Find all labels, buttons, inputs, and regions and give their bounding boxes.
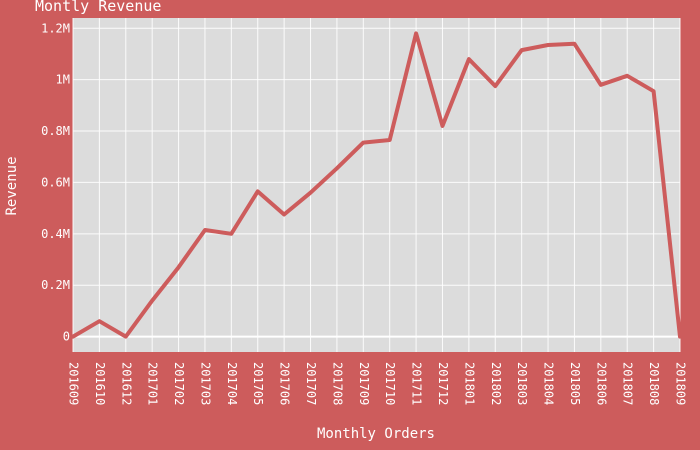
x-tick-label: 201712 [436, 362, 450, 405]
x-tick-label: 201706 [278, 362, 292, 405]
x-tick-label: 201704 [225, 362, 239, 405]
y-tick-label: 0.4M [41, 227, 70, 241]
x-tick-label: 201612 [119, 362, 133, 405]
x-tick-label: 201807 [621, 362, 635, 405]
x-tick-label: 201610 [93, 362, 107, 405]
x-tick-label: 201703 [198, 362, 212, 405]
x-tick-label: 201803 [515, 362, 529, 405]
y-tick-labels: 0 0.2M 0.4M 0.6M 0.8M 1M 1.2M [41, 21, 70, 343]
y-axis-title: Revenue [4, 156, 20, 215]
x-tick-label: 201702 [172, 362, 186, 405]
x-tick-label: 201806 [594, 362, 608, 405]
x-gridlines [72, 18, 681, 352]
y-tick-label: 0.6M [41, 175, 70, 189]
x-tick-label: 201701 [146, 362, 160, 405]
x-tick-label: 201802 [489, 362, 503, 405]
x-tick-label: 201711 [410, 362, 424, 405]
y-tick-label: 1.2M [41, 21, 70, 35]
x-tick-label: 201805 [568, 362, 582, 405]
y-tick-label: 0 [63, 330, 70, 344]
x-tick-label: 201804 [542, 362, 556, 405]
x-tick-labels: 201609 201610 201612 201701 201702 201703 2017… [67, 362, 688, 405]
x-tick-label: 201707 [304, 362, 318, 405]
plot-area [73, 18, 680, 352]
y-gridlines [73, 27, 680, 338]
x-tick-label: 201709 [357, 362, 371, 405]
chart-title: Montly Revenue [35, 0, 161, 15]
x-tick-label: 201609 [67, 362, 81, 405]
x-tick-label: 201708 [330, 362, 344, 405]
x-axis-title: Monthly Orders [317, 426, 435, 442]
x-tick-label: 201705 [251, 362, 265, 405]
revenue-series-line [71, 31, 682, 339]
series-group [71, 31, 682, 339]
x-tick-label: 201809 [674, 362, 688, 405]
y-tick-label: 0.2M [41, 278, 70, 292]
x-tick-label: 201808 [647, 362, 661, 405]
x-tick-label: 201710 [383, 362, 397, 405]
y-tick-label: 1M [56, 73, 70, 87]
y-tick-label: 0.8M [41, 124, 70, 138]
x-tick-label: 201801 [462, 362, 476, 405]
